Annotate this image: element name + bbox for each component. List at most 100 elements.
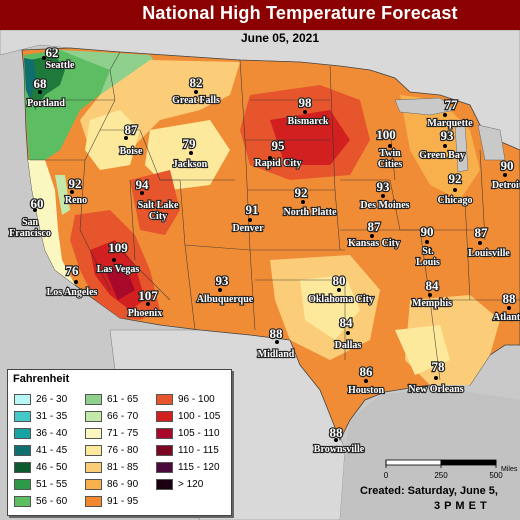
forecast-date: June 05, 2021 [240, 31, 320, 45]
city-temperature: 86 [360, 364, 374, 379]
legend-label: 81 - 85 [107, 462, 139, 474]
south-light-zone [395, 325, 450, 375]
city-dot [478, 241, 482, 245]
city-name: Brownsville [314, 444, 365, 455]
city-dot [434, 376, 438, 380]
legend-swatch [85, 394, 102, 405]
city-dot [443, 144, 447, 148]
legend-swatch [14, 394, 31, 405]
city-marker: 80 Oklahoma City [307, 272, 375, 306]
city-temperature: 87 [368, 219, 382, 234]
legend-label: > 120 [178, 479, 204, 491]
legend-item: 61 - 65 [85, 394, 138, 406]
city-name: Dallas [335, 340, 362, 351]
city-temperature: 68 [34, 76, 48, 91]
gulf-of-mexico [340, 390, 520, 520]
city-marker: 82 Great Falls [171, 74, 221, 107]
city-dot [507, 306, 511, 310]
city-name: Great Falls [172, 95, 220, 106]
city-temperature: 93 [216, 273, 230, 288]
city-temperature: 90 [501, 158, 514, 173]
legend-item: 81 - 85 [85, 462, 138, 474]
city-name: Rapid City [255, 158, 302, 169]
legend-swatch [156, 445, 173, 456]
legend-item: 115 - 120 [156, 462, 220, 474]
scale-tick-250: 250 [434, 471, 448, 480]
city-temperature: 88 [503, 291, 517, 306]
city-marker: 88 Midland [257, 325, 296, 361]
city-temperature: 92 [449, 171, 462, 186]
city-dot [218, 288, 222, 292]
city-name: Marquette [427, 118, 473, 129]
legend-label: 100 - 105 [178, 411, 221, 423]
city-temperature: 88 [330, 425, 344, 440]
legend-swatch [14, 462, 31, 473]
city-temperature: 82 [190, 75, 203, 90]
legend-swatch [156, 479, 173, 490]
city-marker: 93 Des Moines [359, 178, 410, 212]
city-dot [189, 151, 193, 155]
city-dot [364, 379, 368, 383]
city-marker: 84 Memphis [411, 277, 453, 310]
legend-label: 31 - 35 [36, 411, 68, 423]
city-marker: 87 Kansas City [347, 218, 401, 250]
city-marker: 77 Marquette [426, 96, 474, 130]
city-name: Portland [27, 98, 65, 109]
city-temperature: 87 [125, 122, 139, 137]
desert-extreme-core [105, 265, 135, 300]
city-temperature: 90 [421, 224, 434, 239]
city-name: North Platte [283, 207, 337, 218]
city-temperature: 95 [272, 138, 286, 153]
legend-label: 46 - 50 [36, 462, 68, 474]
lake-superior [394, 97, 456, 116]
city-dot [337, 288, 341, 292]
scale-tick-0: 0 [384, 471, 389, 480]
legend-label: 105 - 110 [178, 428, 220, 440]
california-coast-mild [28, 160, 75, 285]
legend-label: 66 - 70 [107, 411, 139, 423]
city-dot [370, 234, 374, 238]
city-marker: 92 North Platte [282, 184, 338, 219]
city-name: Reno [65, 195, 87, 206]
city-marker: 100 Twin Cities [375, 126, 403, 171]
legend-swatch [85, 411, 102, 422]
city-marker: 87 Louisville [467, 224, 511, 260]
city-marker: 98 Bismarck [286, 94, 330, 128]
city-temperature: 60 [31, 196, 44, 211]
city-name: Jackson [173, 159, 208, 170]
distance-scale-bar: 0 250 500 Miles [384, 459, 518, 480]
city-marker: 68 Portland [26, 75, 66, 110]
lake-huron [477, 124, 506, 161]
pacific-northwest-cold-core [30, 55, 65, 110]
city-name: San Francisco [9, 217, 51, 239]
great-lakes-warm-zone [400, 95, 480, 200]
city-temperature: 94 [136, 177, 150, 192]
legend-swatch [85, 479, 102, 490]
city-name: Detroit [492, 180, 520, 191]
city-marker: 107 Phoenix [127, 287, 164, 320]
city-marker: 94 Salt Lake City [134, 176, 180, 223]
city-dot [74, 280, 78, 284]
city-marker: 95 Rapid City [253, 137, 302, 170]
city-name: Houston [348, 385, 385, 396]
city-name: Seattle [46, 60, 75, 71]
city-temperature: 80 [333, 273, 346, 288]
sierra-green-strip [55, 175, 70, 215]
city-dot [275, 340, 279, 344]
legend-label: 86 - 90 [107, 479, 139, 491]
city-marker: 78 New Orleans [407, 358, 465, 396]
legend-swatch [85, 445, 102, 456]
city-temperature: 92 [69, 176, 82, 191]
city-temperature: 107 [138, 288, 158, 303]
legend-swatch [85, 428, 102, 439]
city-marker: 88 Atlanta [492, 290, 520, 324]
legend-title: Fahrenheit [13, 373, 70, 385]
legend-swatch [156, 411, 173, 422]
city-name: Los Angeles [47, 287, 98, 298]
city-temperature: 92 [295, 185, 308, 200]
city-dot [112, 258, 116, 262]
city-marker: 90 Detroit [491, 157, 520, 192]
city-dot [425, 240, 429, 244]
legend-item: 96 - 100 [156, 394, 215, 406]
